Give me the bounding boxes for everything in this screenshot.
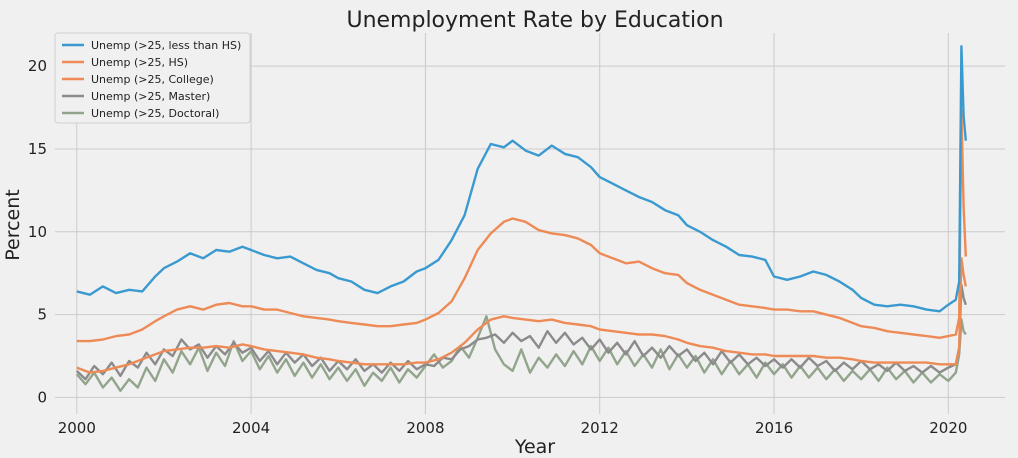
legend-label: Unemp (>25, Doctoral) — [91, 107, 219, 120]
x-tick-label: 2000 — [58, 419, 96, 437]
x-tick-label: 2004 — [232, 419, 270, 437]
series-lines — [75, 45, 967, 392]
legend-box — [54, 32, 251, 124]
y-tick-label: 20 — [28, 57, 47, 75]
series-line-4 — [75, 315, 967, 392]
y-axis-label: Percent — [2, 189, 24, 261]
x-tick-label: 2008 — [406, 419, 444, 437]
y-tick-label: 0 — [37, 388, 47, 406]
chart-title: Unemployment Rate by Education — [346, 8, 723, 33]
series-line-0 — [76, 45, 967, 313]
y-tick-label: 10 — [28, 223, 47, 241]
legend-label: Unemp (>25, less than HS) — [91, 39, 241, 52]
y-tick-label: 5 — [37, 306, 47, 324]
legend-label: Unemp (>25, Master) — [91, 90, 210, 103]
y-tick-labels: 0 5 10 15 20 — [28, 57, 47, 406]
x-tick-labels: 2000 2004 2008 2012 2016 2020 — [58, 419, 968, 437]
x-tick-label: 2016 — [755, 419, 793, 437]
x-tick-label: 2020 — [929, 419, 967, 437]
series-line-2 — [76, 257, 967, 374]
legend-label: Unemp (>25, HS) — [91, 56, 188, 69]
x-axis-label: Year — [514, 436, 555, 458]
series-line-1 — [76, 109, 967, 343]
legend-label: Unemp (>25, College) — [91, 73, 214, 86]
legend: Unemp (>25, less than HS) Unemp (>25, HS)… — [54, 32, 251, 124]
y-tick-label: 15 — [28, 140, 47, 158]
x-tick-label: 2012 — [581, 419, 619, 437]
